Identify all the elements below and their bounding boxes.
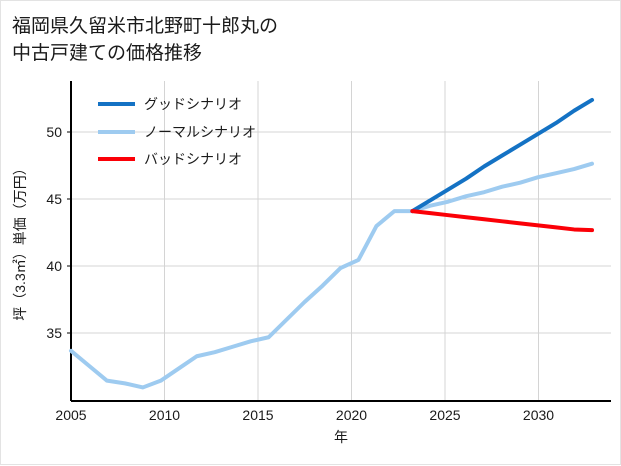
series-line-good bbox=[410, 97, 595, 214]
x-tick-label: 2030 bbox=[523, 407, 554, 423]
x-tick-label: 2015 bbox=[242, 407, 273, 423]
legend-label-good: グッドシナリオ bbox=[144, 96, 242, 112]
series-line-bad bbox=[410, 209, 595, 233]
x-tick-labels: 2005 2010 2015 2020 2025 2030 bbox=[55, 407, 554, 423]
legend-label-normal: ノーマルシナリオ bbox=[144, 124, 256, 140]
legend-label-bad: バッドシナリオ bbox=[144, 151, 242, 167]
y-tick-marks bbox=[67, 131, 71, 334]
chart-title: 福岡県久留米市北野町十郎丸の 中古戸建ての価格推移 bbox=[12, 16, 279, 64]
y-tick-label: 40 bbox=[46, 258, 62, 274]
x-tick-label: 2005 bbox=[55, 407, 86, 423]
x-tick-label: 2010 bbox=[149, 407, 180, 423]
x-axis-label: 年 bbox=[334, 429, 348, 445]
x-tick-label: 2020 bbox=[336, 407, 367, 423]
chart-legend: グッドシナリオ ノーマルシナリオ バッドシナリオ bbox=[98, 96, 256, 167]
y-tick-label: 45 bbox=[46, 191, 62, 207]
x-gridlines bbox=[70, 81, 539, 401]
y-axis-label: 坪（3.3㎡）単価（万円） bbox=[12, 161, 28, 320]
x-tick-label: 2025 bbox=[429, 407, 460, 423]
series-lines bbox=[69, 97, 595, 390]
y-tick-label: 50 bbox=[46, 124, 62, 140]
axis-spines bbox=[70, 81, 611, 402]
y-tick-labels: 50 45 40 35 bbox=[46, 124, 62, 341]
series-line-normal bbox=[69, 161, 595, 390]
y-tick-label: 35 bbox=[46, 325, 62, 341]
